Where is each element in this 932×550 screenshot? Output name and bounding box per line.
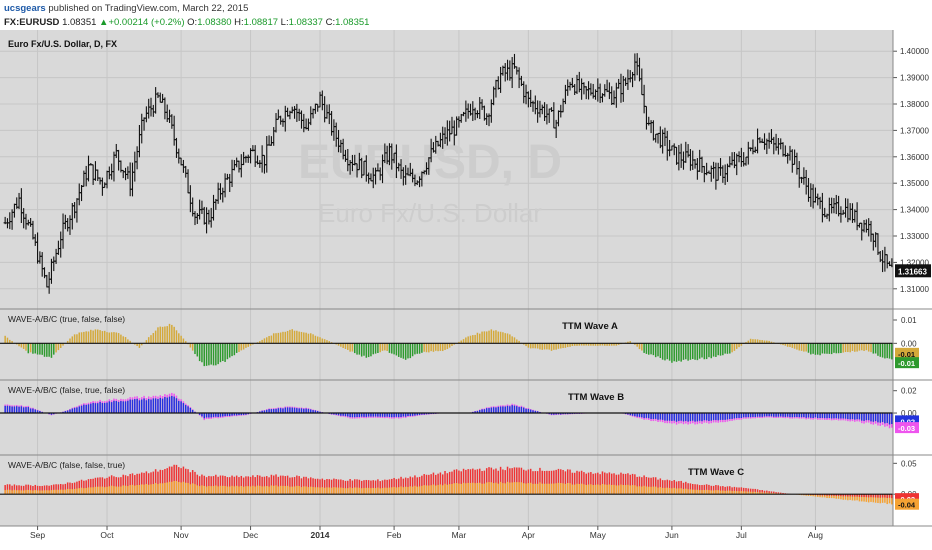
price-tick-label: 1.32000 xyxy=(900,258,929,267)
open-value: 1.08380 xyxy=(197,17,232,28)
pane-wave_a-background xyxy=(0,309,893,380)
last-value-badge xyxy=(895,415,919,427)
last-value-badge xyxy=(895,493,919,505)
tick-label: 0.00 xyxy=(901,409,917,418)
open-label: O: xyxy=(187,17,198,28)
x-tick-label: Feb xyxy=(387,530,402,540)
x-tick-label: Oct xyxy=(100,530,114,540)
last-value-label: -0.01 xyxy=(898,350,915,359)
x-tick-label: Jul xyxy=(736,530,747,540)
symbol[interactable]: FX:EURUSD xyxy=(4,17,60,28)
x-tick-label: Sep xyxy=(30,530,45,540)
pane-wave_c-background xyxy=(0,455,893,526)
indicator-name: WAVE-A/B/C (true, false, false) xyxy=(8,314,125,324)
wave-b-pane: 0.02 0.00 WAVE-A/B/C (false, true, false) T… xyxy=(0,379,932,434)
indicator-name: WAVE-A/B/C (false, true, false) xyxy=(8,385,125,395)
last-value-label: -0.04 xyxy=(898,501,916,510)
price-tick-label: 1.31000 xyxy=(900,285,929,294)
x-tick-label: Jun xyxy=(665,530,679,540)
histogram xyxy=(4,464,893,505)
tick-label: 0.01 xyxy=(901,316,917,325)
last-value-badge xyxy=(895,357,919,369)
price-tick-label: 1.40000 xyxy=(900,47,929,56)
price-tick-label: 1.38000 xyxy=(900,100,929,109)
publisher-link[interactable]: ucsgears xyxy=(4,3,46,14)
price-tick-label: 1.33000 xyxy=(900,232,929,241)
low-value: 1.08337 xyxy=(288,17,323,28)
high-label: H: xyxy=(234,17,244,28)
low-label: L: xyxy=(280,17,289,28)
last-value-badge xyxy=(895,347,919,359)
last-value-badge xyxy=(895,498,919,510)
last-price-badge xyxy=(895,264,931,278)
quote-line: FX:EURUSD 1.08351 ▲+0.00214 (+0.2%) O:1.… xyxy=(4,17,369,28)
x-tick-label: Apr xyxy=(522,530,535,540)
change-up-icon: ▲ xyxy=(99,17,109,28)
indicator-name: WAVE-A/B/C (false, false, true) xyxy=(8,460,125,470)
last-price-label: 1.31663 xyxy=(898,267,927,276)
x-tick-label: 2014 xyxy=(311,530,330,540)
close-label: C: xyxy=(325,17,336,28)
tick-label: 0.00 xyxy=(901,339,917,348)
x-axis: Sep Oct Nov Dec 2014 Feb Mar Apr May Jun Jul Aug xyxy=(30,526,823,540)
wave-a-pane: 0.01 0.00 WAVE-A/B/C (true, false, false) T… xyxy=(0,308,932,369)
price-tick-label: 1.36000 xyxy=(900,153,929,162)
close-value: 1.08351 xyxy=(335,17,370,28)
watermark-symbol: EURUSD, D xyxy=(298,136,562,189)
indicator-label: TTM Wave C xyxy=(688,467,744,478)
chart-title: Euro Fx/U.S. Dollar, D, FX xyxy=(8,39,117,49)
indicator-label: TTM Wave A xyxy=(562,321,618,332)
indicator-label: TTM Wave B xyxy=(568,392,624,403)
publisher-line: ucsgears published on TradingView.com, M… xyxy=(4,3,248,14)
price-tick-label: 1.39000 xyxy=(900,74,929,83)
last-price: 1.08351 xyxy=(62,17,97,28)
high-value: 1.08817 xyxy=(243,17,279,28)
x-tick-label: Mar xyxy=(452,530,467,540)
price-bars xyxy=(3,53,894,294)
tick-label: 0.05 xyxy=(901,459,917,468)
last-value-label: -0.02 xyxy=(898,417,915,426)
last-value-label: -0.03 xyxy=(898,424,915,433)
change: +0.00214 (+0.2%) xyxy=(108,17,185,28)
pane-wave_b-background xyxy=(0,380,893,455)
price-tick-label: 1.34000 xyxy=(900,206,929,215)
x-tick-label: May xyxy=(590,530,607,540)
tick-label: 0.02 xyxy=(901,387,917,396)
x-tick-label: Aug xyxy=(808,530,823,540)
watermark-name: Euro Fx/U.S. Dollar xyxy=(318,198,542,228)
published-text: published on TradingView.com, March 22, … xyxy=(48,3,249,14)
vertical-grid xyxy=(37,30,816,526)
price-tick-label: 1.35000 xyxy=(900,179,929,188)
last-value-label: -0.01 xyxy=(898,359,915,368)
price-pane: 1.40000 1.39000 1.38000 1.37000 1.36000 1.350… xyxy=(0,39,931,294)
histogram xyxy=(4,323,893,367)
x-tick-label: Dec xyxy=(243,530,259,540)
price-scale-background xyxy=(893,30,932,550)
price-tick-label: 1.37000 xyxy=(900,126,929,135)
chart-canvas[interactable]: 1.40000 1.39000 1.38000 1.37000 1.36000 1.350… xyxy=(0,30,932,550)
x-tick-label: Nov xyxy=(174,530,190,540)
last-value-badge xyxy=(895,422,919,434)
